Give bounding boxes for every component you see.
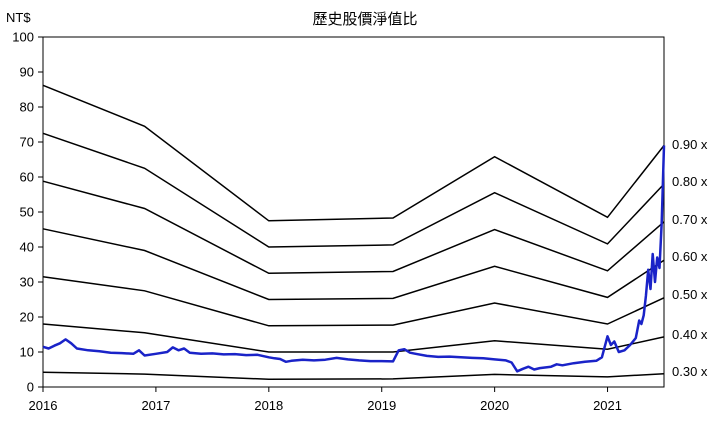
y-tick-label-0: 0 <box>27 380 34 395</box>
y-tick-label-1: 10 <box>20 345 34 360</box>
band-line-1 <box>42 323 665 353</box>
x-tick-label-2: 2018 <box>254 398 283 413</box>
x-tick-label-5: 2021 <box>593 398 622 413</box>
price-series <box>42 145 666 373</box>
y-tick-label-4: 40 <box>20 240 34 255</box>
band-label-4: 0.70 x <box>672 212 708 227</box>
band-label-5: 0.80 x <box>672 174 708 189</box>
y-tick-label-7: 70 <box>20 135 34 150</box>
band-label-2: 0.50 x <box>672 287 708 302</box>
pb-band-lines <box>42 84 665 381</box>
y-axis: 0 10 20 30 40 50 60 70 80 90 100 <box>12 30 43 395</box>
x-tick-label-0: 2016 <box>29 398 58 413</box>
y-axis-unit-label: NT$ <box>6 10 31 25</box>
band-line-6 <box>42 84 665 222</box>
band-label-1: 0.40 x <box>672 327 708 342</box>
y-tick-label-10: 100 <box>12 30 34 45</box>
price-line <box>42 145 666 373</box>
y-tick-label-5: 50 <box>20 205 34 220</box>
x-axis: 2016 2017 2018 2019 2020 2021 <box>29 387 622 413</box>
band-label-0: 0.30 x <box>672 364 708 379</box>
chart-title: 歷史股價淨值比 <box>312 11 417 28</box>
band-label-3: 0.60 x <box>672 249 708 264</box>
band-line-5 <box>42 132 665 248</box>
y-tick-label-9: 90 <box>20 65 34 80</box>
band-line-2 <box>42 276 665 327</box>
band-line-4 <box>42 180 665 275</box>
y-tick-label-8: 80 <box>20 100 34 115</box>
band-label-6: 0.90 x <box>672 137 708 152</box>
y-tick-label-6: 60 <box>20 170 34 185</box>
x-tick-label-1: 2017 <box>141 398 170 413</box>
plot-area <box>42 36 665 388</box>
band-line-3 <box>42 228 665 301</box>
x-tick-label-4: 2020 <box>480 398 509 413</box>
x-tick-label-3: 2019 <box>367 398 396 413</box>
y-tick-label-3: 30 <box>20 275 34 290</box>
band-line-0 <box>42 371 665 381</box>
band-labels: 0.30 x 0.40 x 0.50 x 0.60 x 0.70 x 0.80 x 0.90… <box>672 137 708 379</box>
y-tick-label-2: 20 <box>20 310 34 325</box>
